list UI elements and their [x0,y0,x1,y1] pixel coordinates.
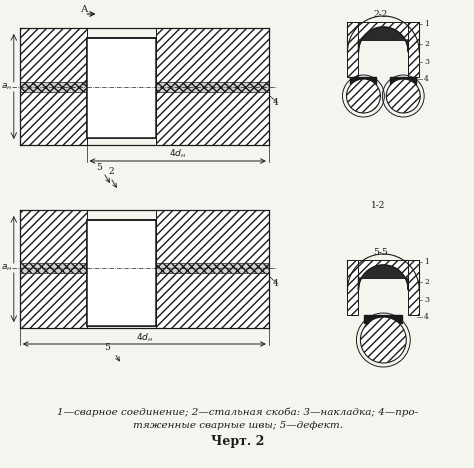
Text: 2: 2 [424,278,429,286]
Bar [408,260,419,315]
Bar [20,268,87,328]
Text: 2-2: 2-2 [374,10,388,19]
Text: 3: 3 [424,296,429,304]
Bar [87,38,156,138]
Text: тяженные сварные швы; 5—дефект.: тяженные сварные швы; 5—дефект. [133,421,343,430]
Text: Черт. 2: Черт. 2 [211,435,264,448]
Bar [87,38,156,138]
Text: 3: 3 [424,58,429,66]
Text: 5: 5 [97,162,102,171]
Bar [347,22,358,77]
Text: 4: 4 [273,98,279,107]
Bar [347,260,419,278]
Bar [156,210,269,268]
Text: 4: 4 [273,279,279,288]
Text: 1—сварное соединение; 2—стальная скоба: 3—накладка; 4—про-: 1—сварное соединение; 2—стальная скоба: … [57,408,419,417]
Bar [347,260,358,315]
Text: 1: 1 [424,258,429,266]
Bar [87,220,156,326]
Text: $4d_н$: $4d_н$ [136,331,153,344]
Text: 5-5: 5-5 [374,248,388,257]
Text: 5: 5 [104,343,110,352]
Bar [156,28,269,87]
Bar [20,263,269,273]
Text: 4: 4 [424,313,429,321]
Polygon shape [358,265,408,290]
Text: 2: 2 [424,40,429,48]
Bar [20,87,87,145]
Bar [408,22,419,77]
Text: 2: 2 [109,168,114,176]
Text: $4d_н$: $4d_н$ [169,148,186,161]
Text: 4: 4 [424,75,429,83]
Text: 1: 1 [424,20,429,28]
Bar [347,22,419,40]
Bar [20,82,269,92]
Bar [87,38,156,138]
Circle shape [360,317,406,363]
Text: А: А [81,5,88,14]
Bar [20,210,87,268]
Circle shape [386,79,420,113]
Bar [87,220,156,326]
Bar [156,268,269,328]
Text: $a_н$: $a_н$ [1,82,12,92]
Bar [156,87,269,145]
Polygon shape [358,27,408,52]
Text: 1-2: 1-2 [372,200,386,210]
Circle shape [346,79,380,113]
Text: $a_н$: $a_н$ [1,263,12,273]
Bar [20,28,87,87]
Bar [87,220,156,326]
